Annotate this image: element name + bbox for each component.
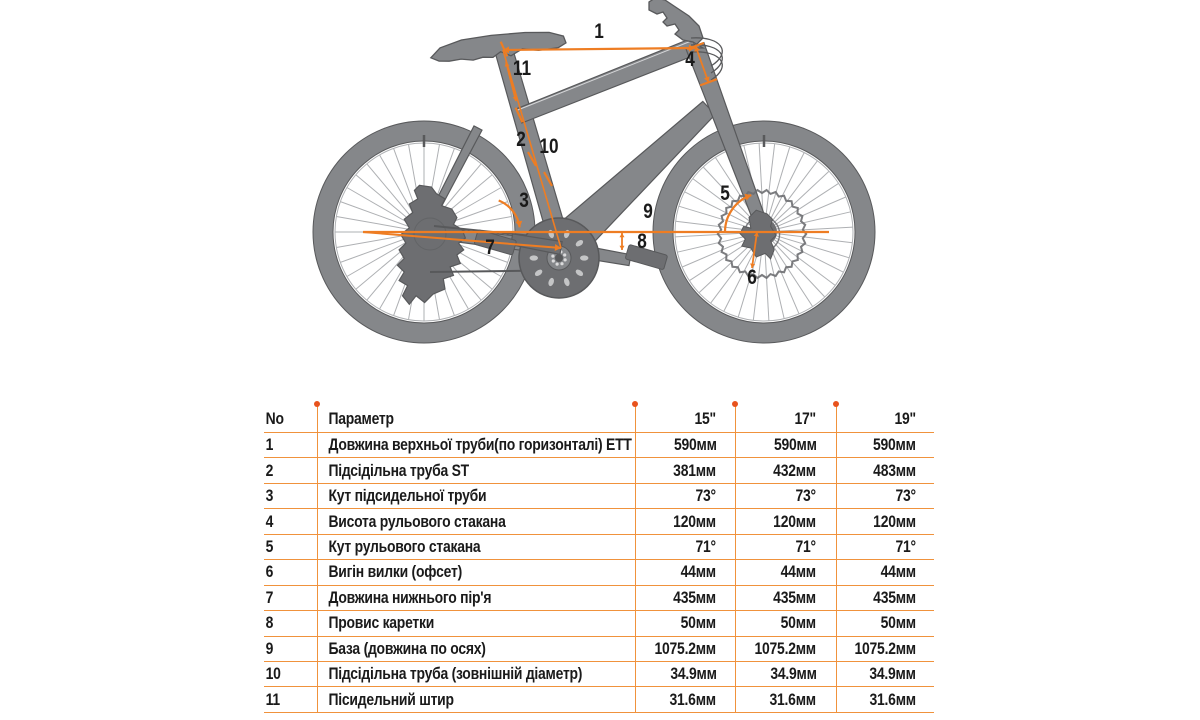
svg-text:10: 10: [539, 136, 558, 159]
svg-text:3: 3: [519, 190, 529, 213]
svg-text:11: 11: [513, 58, 531, 81]
svg-text:7: 7: [485, 237, 495, 260]
svg-text:4: 4: [685, 49, 695, 72]
svg-text:8: 8: [637, 231, 647, 254]
svg-text:1: 1: [594, 21, 604, 44]
svg-text:5: 5: [720, 183, 730, 206]
svg-text:6: 6: [747, 267, 757, 290]
svg-text:9: 9: [643, 201, 653, 224]
svg-text:2: 2: [516, 129, 526, 152]
